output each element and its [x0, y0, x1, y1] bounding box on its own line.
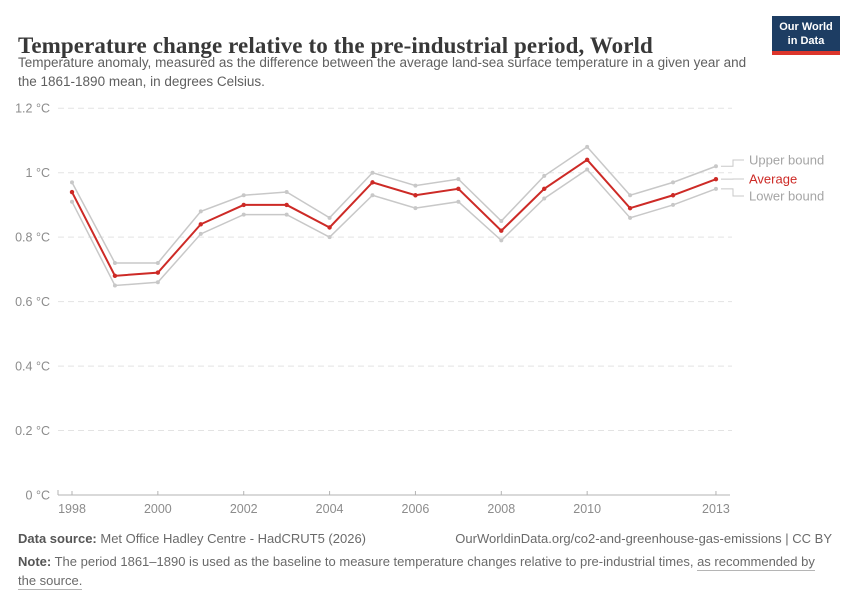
data-point [198, 222, 203, 227]
x-tick-label: 2002 [230, 502, 258, 516]
y-tick-label: 0.6 °C [15, 295, 50, 309]
legend-label-lower-bound[interactable]: Lower bound [749, 189, 824, 204]
y-tick-label: 1.2 °C [15, 102, 50, 116]
y-tick-label: 1 °C [26, 166, 50, 180]
x-tick-label: 2000 [144, 502, 172, 516]
data-point [627, 205, 633, 211]
owid-logo[interactable]: Our World in Data [772, 16, 840, 56]
data-point [198, 231, 203, 236]
datasource: Data source: Met Office Hadley Centre - … [18, 529, 366, 549]
chart-canvas: 0 °C 0.2 °C 0.4 °C 0.6 °C 0.8 °C 1 °C 1.2 °C 19… [15, 102, 824, 516]
data-point [456, 177, 461, 182]
chart-footer: Data source: Met Office Hadley Centre - … [18, 529, 832, 591]
datasource-label: Data source: [18, 531, 97, 546]
y-tick-label: 0.2 °C [15, 424, 50, 438]
data-point [628, 193, 633, 198]
owid-logo-line2: in Data [787, 35, 825, 48]
data-point [327, 235, 332, 240]
data-point [241, 202, 246, 208]
y-tick-label: 0.8 °C [15, 231, 50, 245]
data-point [327, 225, 332, 230]
data-point [70, 180, 74, 185]
data-point [413, 206, 418, 211]
data-point [370, 170, 375, 175]
data-point [670, 193, 676, 198]
x-tick-label: 2008 [487, 502, 515, 516]
series-line-lower-bound[interactable] [71, 168, 717, 287]
data-point [155, 280, 160, 285]
note-link[interactable]: as recommended by the source. [18, 553, 815, 590]
data-point [542, 186, 547, 192]
legend-label-upper-bound[interactable]: Upper bound [749, 153, 824, 168]
source-row: Data source: Met Office Hadley Centre - … [18, 529, 832, 549]
data-point [155, 270, 161, 275]
data-point [413, 183, 418, 188]
data-point [198, 209, 203, 214]
x-tick-label: 2010 [573, 502, 601, 516]
data-point [284, 212, 289, 217]
note-label: Note: [18, 553, 52, 569]
data-point [284, 190, 289, 195]
page-title: Temperature change relative to the pre-i… [18, 33, 653, 59]
legend-label-average[interactable]: Average [749, 172, 797, 187]
legend-connector [720, 159, 744, 167]
data-point [713, 176, 719, 182]
data-point [456, 186, 461, 192]
data-point [327, 215, 332, 220]
attribution-link[interactable]: OurWorldinData.org/co2-and-greenhouse-ga… [455, 531, 832, 546]
data-point [284, 202, 289, 208]
note: Note: The period 1861–1890 is used as th… [18, 552, 832, 591]
data-point [370, 193, 375, 198]
data-point [456, 199, 461, 204]
data-point [69, 189, 75, 195]
data-point [112, 283, 117, 288]
data-point [370, 180, 375, 185]
data-point [713, 164, 718, 169]
chart-subtitle: Temperature anomaly, measured as the dif… [18, 55, 747, 89]
series-line-upper-bound[interactable] [71, 145, 717, 264]
data-point [241, 212, 246, 217]
legend-connector [720, 188, 744, 197]
data-point [585, 167, 590, 172]
data-point [155, 260, 160, 265]
data-point [671, 202, 676, 207]
x-tick-label: 1998 [58, 502, 86, 516]
data-point [413, 193, 418, 198]
data-point [585, 144, 590, 149]
data-point [713, 186, 718, 191]
x-tick-label: 2004 [316, 502, 344, 516]
data-point [671, 180, 676, 185]
data-point [112, 260, 117, 265]
data-point [112, 273, 118, 279]
data-point [241, 193, 246, 198]
data-point [584, 157, 590, 163]
y-tick-label: 0.4 °C [15, 360, 50, 374]
datasource-value: Met Office Hadley Centre - HadCRUT5 (202… [100, 531, 367, 546]
series-line-average[interactable] [71, 158, 717, 277]
data-point [70, 199, 74, 204]
data-point [542, 196, 547, 201]
data-point [499, 228, 504, 233]
data-point [542, 173, 547, 178]
x-tick-label: 2013 [702, 502, 730, 516]
data-point [628, 215, 633, 220]
note-text: The period 1861–1890 is used as the base… [54, 553, 694, 569]
owid-logo-line1: Our World [779, 21, 833, 33]
x-tick-label: 2006 [402, 502, 430, 516]
y-tick-label: 0 °C [26, 489, 50, 503]
data-point [499, 238, 504, 243]
data-point [499, 219, 504, 224]
